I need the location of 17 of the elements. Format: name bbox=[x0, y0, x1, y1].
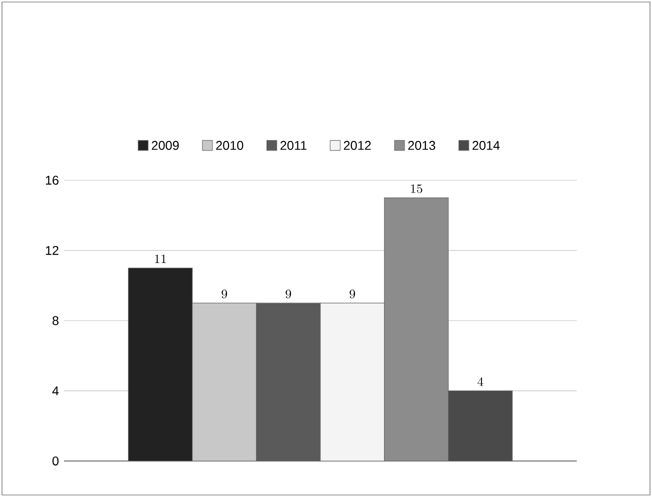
data-label: 11 bbox=[155, 254, 166, 264]
legend-label: 2012 bbox=[344, 140, 371, 150]
data-label: 9 bbox=[222, 290, 228, 298]
legend-label: 2011 bbox=[280, 140, 306, 150]
y-tick-label: 8 bbox=[52, 316, 58, 326]
legend-label: 2010 bbox=[216, 140, 244, 150]
data-label: 9 bbox=[286, 290, 292, 298]
legend-label: 2009 bbox=[152, 140, 179, 150]
legend-label: 2014 bbox=[472, 140, 500, 150]
y-tick-label: 12 bbox=[46, 246, 58, 255]
legend-label: 2013 bbox=[408, 140, 436, 150]
y-tick-label: 0 bbox=[52, 456, 59, 466]
data-label: 15 bbox=[411, 184, 422, 194]
y-tick-label: 4 bbox=[52, 386, 59, 396]
data-label: 4 bbox=[477, 377, 484, 386]
y-tick-label: 16 bbox=[46, 176, 58, 185]
data-label: 9 bbox=[350, 290, 356, 298]
